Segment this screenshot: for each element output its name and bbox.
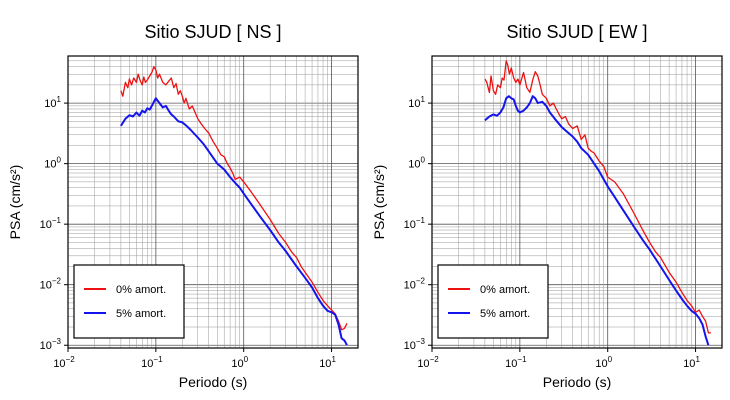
y-tick-base: 10 <box>44 98 56 110</box>
x-tick-exp: −2 <box>66 355 76 364</box>
x-axis-label: Periodo (s) <box>179 374 247 390</box>
y-tick-base: 10 <box>404 219 416 231</box>
y-tick-exp: 1 <box>57 95 62 104</box>
y-tick-label: 10−2 <box>404 277 426 292</box>
x-tick-base: 10 <box>53 358 65 370</box>
x-tick-exp: 0 <box>244 355 249 364</box>
legend: 0% amort. 5% amort. <box>437 264 549 339</box>
x-tick-label: 101 <box>683 355 700 370</box>
y-tick-base: 10 <box>404 340 416 352</box>
x-tick-base: 10 <box>595 358 607 370</box>
plot-frame <box>431 55 723 349</box>
series-line-amort-0 <box>484 60 711 334</box>
x-tick-label: 101 <box>319 355 336 370</box>
y-tick-base: 10 <box>40 340 52 352</box>
legend-box <box>437 264 549 339</box>
y-axis-label: PSA (cm/s²) <box>7 165 23 240</box>
x-tick-label: 100 <box>595 355 612 370</box>
x-tick-exp: 1 <box>331 355 336 364</box>
y-tick-base: 10 <box>404 280 416 292</box>
y-tick-base: 10 <box>408 159 420 171</box>
y-tick-exp: 1 <box>421 95 426 104</box>
x-tick-exp: −2 <box>430 355 440 364</box>
x-tick-label: 10−1 <box>141 355 163 370</box>
legend-box <box>73 264 185 339</box>
y-tick-exp: −1 <box>52 216 62 225</box>
y-tick-exp: −2 <box>416 277 426 286</box>
legend-label: 5% amort. <box>116 308 166 320</box>
legend: 0% amort. 5% amort. <box>73 264 185 339</box>
y-tick-exp: −3 <box>416 337 426 346</box>
y-tick-exp: −3 <box>52 337 62 346</box>
y-tick-exp: −2 <box>52 277 62 286</box>
chart-title: Sitio SJUD [ EW ] <box>506 22 647 42</box>
x-tick-label: 10−2 <box>53 355 75 370</box>
x-tick-base: 10 <box>141 358 153 370</box>
x-tick-base: 10 <box>231 358 243 370</box>
x-tick-exp: −1 <box>153 355 163 364</box>
series-line-amort-5 <box>484 95 710 346</box>
legend-label: 5% amort. <box>480 308 530 320</box>
series-line-amort-5 <box>120 97 348 346</box>
x-tick-label: 10−1 <box>505 355 527 370</box>
legend-label: 0% amort. <box>116 284 166 296</box>
y-tick-label: 100 <box>408 156 425 171</box>
x-axis-label: Periodo (s) <box>543 374 611 390</box>
y-tick-base: 10 <box>40 280 52 292</box>
series-line-amort-0 <box>120 66 348 331</box>
x-tick-base: 10 <box>319 358 331 370</box>
x-tick-label: 10−2 <box>417 355 439 370</box>
x-tick-base: 10 <box>417 358 429 370</box>
y-tick-exp: 0 <box>57 156 62 165</box>
y-tick-label: 10−2 <box>40 277 62 292</box>
x-tick-exp: 0 <box>608 355 613 364</box>
x-tick-base: 10 <box>683 358 695 370</box>
y-tick-base: 10 <box>40 219 52 231</box>
y-axis-label: PSA (cm/s²) <box>371 165 387 240</box>
x-tick-label: 100 <box>231 355 248 370</box>
y-tick-label: 101 <box>44 95 61 110</box>
y-tick-exp: −1 <box>416 216 426 225</box>
plot-frame <box>67 55 359 349</box>
y-tick-label: 101 <box>408 95 425 110</box>
y-tick-label: 10−1 <box>404 216 426 231</box>
chart-title: Sitio SJUD [ NS ] <box>144 22 281 42</box>
legend-label: 0% amort. <box>480 284 530 296</box>
y-tick-label: 10−3 <box>404 337 426 352</box>
y-tick-base: 10 <box>44 159 56 171</box>
y-tick-exp: 0 <box>421 156 426 165</box>
y-tick-label: 10−3 <box>40 337 62 352</box>
x-tick-exp: −1 <box>517 355 527 364</box>
x-tick-base: 10 <box>505 358 517 370</box>
y-tick-base: 10 <box>408 98 420 110</box>
y-tick-label: 100 <box>44 156 61 171</box>
y-tick-label: 10−1 <box>40 216 62 231</box>
x-tick-exp: 1 <box>695 355 700 364</box>
